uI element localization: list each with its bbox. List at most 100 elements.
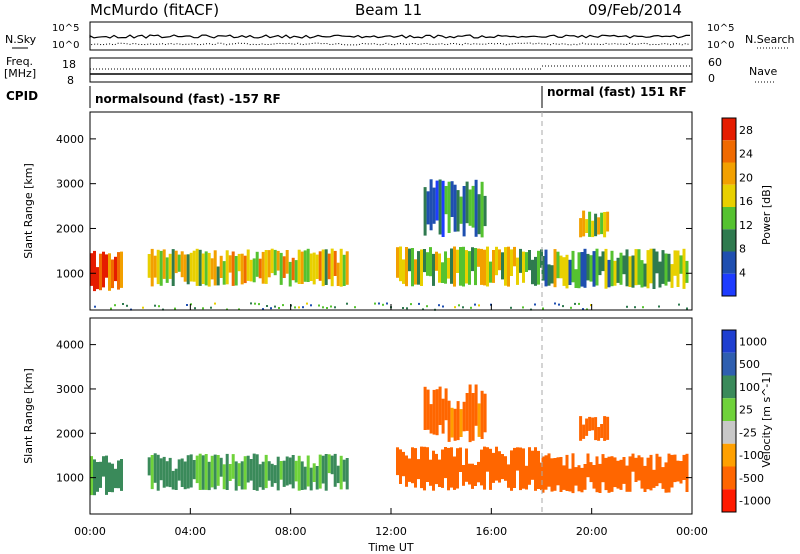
echo-cell xyxy=(261,461,265,490)
noise-sky-trace xyxy=(89,34,690,39)
ground-scatter-cell xyxy=(186,304,188,306)
echo-cell xyxy=(631,255,635,288)
cpid-label: CPID xyxy=(6,89,38,103)
echo-cell xyxy=(553,249,557,288)
echo-cell xyxy=(492,250,495,283)
echo-cell xyxy=(646,250,650,289)
echo-cell xyxy=(585,418,589,436)
echo-cell xyxy=(432,389,436,435)
echo-cell xyxy=(324,249,328,285)
echo-cell xyxy=(168,457,172,488)
echo-cell xyxy=(640,260,644,288)
echo-cell xyxy=(444,388,448,421)
echo-cell xyxy=(324,454,328,491)
echo-cell xyxy=(667,253,671,282)
power-colorbar-swatch xyxy=(722,273,736,296)
echo-cell xyxy=(510,450,513,491)
echo-cell xyxy=(312,463,316,482)
echo-cell xyxy=(345,458,349,490)
echo-cell xyxy=(622,457,626,484)
echo-cell xyxy=(270,248,274,274)
echo-cell xyxy=(432,253,435,286)
echo-cell xyxy=(679,461,683,484)
velocity-echo-regions xyxy=(90,384,689,496)
echo-cell xyxy=(237,253,241,272)
echo-cell xyxy=(249,459,253,481)
echo-cell xyxy=(432,187,436,224)
echo-cell xyxy=(600,424,604,438)
echo-cell xyxy=(183,254,187,282)
echo-cell xyxy=(649,454,653,491)
echo-cell xyxy=(174,250,178,274)
nave-tick-low: 0 xyxy=(708,72,715,85)
ground-scatter-cell xyxy=(386,302,388,305)
echo-cell xyxy=(402,259,405,284)
echo-cell xyxy=(522,448,525,489)
echo-cell xyxy=(547,264,551,286)
x-tick-label: 08:00 xyxy=(275,525,307,538)
echo-cell xyxy=(327,253,331,280)
ground-scatter-cell xyxy=(334,306,336,309)
echo-cell xyxy=(480,449,483,486)
echo-cell xyxy=(598,256,602,276)
echo-cell xyxy=(402,451,405,477)
echo-cell xyxy=(568,259,572,285)
echo-cell xyxy=(408,458,411,482)
date-title: 09/Feb/2014 xyxy=(588,1,682,19)
frequency-panel: Freq. [MHz] 18 8 60 0 Nave xyxy=(4,55,777,87)
velocity-colorbar-tick: 500 xyxy=(739,358,760,371)
echo-cell xyxy=(468,189,472,226)
echo-cell xyxy=(661,467,665,489)
echo-cell xyxy=(598,463,602,493)
echo-cell xyxy=(453,246,456,287)
echo-cell xyxy=(577,465,581,492)
ground-scatter-cell xyxy=(634,306,636,309)
echo-cell xyxy=(607,456,611,493)
ground-scatter-cell xyxy=(322,306,324,309)
echo-cell xyxy=(519,248,522,273)
echo-cell xyxy=(594,213,598,237)
power-colorbar-swatch xyxy=(722,140,736,163)
echo-cell xyxy=(297,249,301,284)
echo-cell xyxy=(483,249,486,286)
ground-scatter-cell xyxy=(270,307,272,310)
power-colorbar-tick: 4 xyxy=(739,266,746,279)
echo-cell xyxy=(201,253,205,284)
echo-cell xyxy=(465,181,469,224)
echo-cell xyxy=(541,456,545,493)
velocity-colorbar-tick: 1000 xyxy=(739,335,767,348)
echo-cell xyxy=(198,453,202,490)
echo-cell xyxy=(613,260,617,286)
echo-cell xyxy=(426,389,430,430)
echo-cell xyxy=(453,408,457,441)
velocity-colorbar-tick: -1000 xyxy=(739,495,771,508)
noise-right-tick-low: 10^0 xyxy=(707,40,734,51)
echo-cell xyxy=(637,249,641,285)
echo-cell xyxy=(429,404,433,434)
echo-cell xyxy=(153,453,157,483)
echo-cell xyxy=(522,251,525,283)
velocity-colorbar-label: Velocity [m s^-1] xyxy=(760,372,773,467)
echo-cell xyxy=(423,187,427,236)
echo-cell xyxy=(613,457,617,488)
echo-cell xyxy=(447,400,451,442)
echo-cell xyxy=(240,461,244,490)
echo-cell xyxy=(597,427,601,441)
echo-cell xyxy=(258,464,262,488)
ground-scatter-cell xyxy=(426,305,428,308)
velocity-ylabel: Slant Range [km] xyxy=(22,368,35,464)
echo-cell xyxy=(501,454,504,480)
echo-cell xyxy=(507,246,510,287)
echo-cell xyxy=(336,465,340,484)
power-y-axis: 1000 2000 3000 4000 xyxy=(56,133,692,280)
echo-cell xyxy=(652,469,656,488)
echo-cell xyxy=(216,455,220,486)
echo-cell xyxy=(468,384,472,443)
echo-cell xyxy=(189,252,193,282)
ground-scatter-cell xyxy=(214,302,216,305)
echo-cell xyxy=(559,457,563,492)
ground-scatter-cell xyxy=(266,305,268,307)
echo-cell xyxy=(652,248,656,289)
echo-cell xyxy=(643,465,647,492)
echo-cell xyxy=(465,393,469,431)
